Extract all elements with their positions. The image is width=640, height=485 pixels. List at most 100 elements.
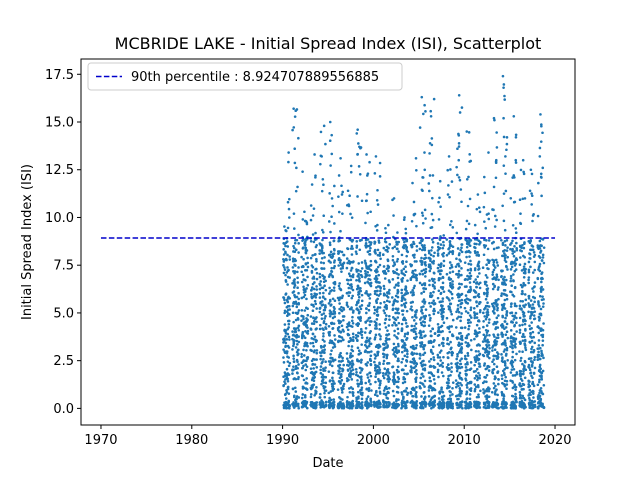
data-point xyxy=(347,286,351,290)
data-point xyxy=(296,270,299,274)
data-point xyxy=(349,352,353,355)
data-point xyxy=(505,297,509,301)
data-point xyxy=(350,253,354,256)
data-point xyxy=(484,297,488,301)
data-point xyxy=(294,400,298,404)
data-point xyxy=(487,239,491,242)
data-point xyxy=(495,261,499,264)
data-point xyxy=(288,338,291,341)
data-point xyxy=(438,401,442,405)
data-point xyxy=(293,161,297,165)
data-point xyxy=(324,381,328,385)
data-point xyxy=(432,312,436,316)
data-point xyxy=(413,324,416,328)
data-point xyxy=(459,404,463,408)
data-point xyxy=(403,346,406,349)
data-point xyxy=(427,371,431,375)
data-point xyxy=(492,306,496,309)
data-point xyxy=(313,375,317,379)
data-point xyxy=(440,312,443,316)
data-point xyxy=(448,330,452,334)
data-point xyxy=(391,258,395,262)
data-point xyxy=(514,135,518,139)
data-point xyxy=(295,339,299,343)
data-point xyxy=(491,310,495,313)
data-point xyxy=(357,331,360,335)
data-point xyxy=(445,238,449,241)
data-point xyxy=(467,344,471,347)
data-point xyxy=(473,316,477,320)
data-point xyxy=(384,226,387,230)
data-point xyxy=(323,340,326,343)
data-point xyxy=(357,384,360,388)
data-point xyxy=(457,343,460,347)
data-point xyxy=(432,387,436,391)
data-point xyxy=(297,363,300,366)
data-point xyxy=(330,270,334,273)
data-point xyxy=(511,252,515,255)
data-point xyxy=(412,319,416,322)
data-point xyxy=(485,284,489,287)
data-point xyxy=(533,310,537,313)
data-point xyxy=(538,395,541,399)
data-point xyxy=(375,198,379,202)
data-point xyxy=(297,406,301,410)
data-point xyxy=(351,238,355,242)
x-tick-label: 2010 xyxy=(448,433,481,448)
data-point xyxy=(515,246,518,250)
data-point xyxy=(423,151,426,154)
data-point xyxy=(524,346,527,350)
data-point xyxy=(285,338,289,341)
data-point xyxy=(378,306,382,309)
data-point xyxy=(532,290,535,293)
data-point xyxy=(329,360,332,364)
data-point xyxy=(356,152,359,156)
data-point xyxy=(331,346,335,349)
data-point xyxy=(284,372,287,376)
data-point xyxy=(320,317,324,320)
data-point xyxy=(450,250,454,254)
data-point xyxy=(345,257,349,260)
data-point xyxy=(376,248,380,252)
data-point xyxy=(433,339,436,342)
data-point xyxy=(397,250,400,253)
data-point xyxy=(294,109,298,112)
data-point xyxy=(379,292,382,296)
data-point xyxy=(420,292,423,295)
data-point xyxy=(302,291,306,294)
data-point xyxy=(513,269,517,273)
data-point xyxy=(375,318,379,321)
data-point xyxy=(282,384,285,387)
data-point xyxy=(397,240,401,244)
data-point xyxy=(322,267,326,270)
data-point xyxy=(515,304,518,308)
data-point xyxy=(518,369,522,373)
data-point xyxy=(394,311,397,315)
data-point xyxy=(286,304,290,308)
data-point xyxy=(337,239,340,243)
data-point xyxy=(348,291,352,294)
data-point xyxy=(332,398,336,401)
data-point xyxy=(423,168,427,172)
data-point xyxy=(466,274,469,278)
data-point xyxy=(438,406,441,410)
data-point xyxy=(522,370,525,373)
data-point xyxy=(312,322,316,326)
data-point xyxy=(441,390,444,394)
data-point xyxy=(485,373,489,377)
data-point xyxy=(454,265,458,268)
data-point xyxy=(492,362,496,366)
data-point xyxy=(529,239,533,242)
data-point xyxy=(503,320,507,323)
data-point xyxy=(432,254,435,258)
data-point xyxy=(428,256,431,260)
data-point xyxy=(338,307,341,311)
data-point xyxy=(305,365,309,368)
data-point xyxy=(302,257,305,261)
data-point xyxy=(324,366,327,369)
data-point xyxy=(385,402,388,405)
data-point xyxy=(494,327,497,331)
data-point xyxy=(505,148,508,152)
data-point xyxy=(282,361,286,364)
data-point xyxy=(538,264,541,268)
